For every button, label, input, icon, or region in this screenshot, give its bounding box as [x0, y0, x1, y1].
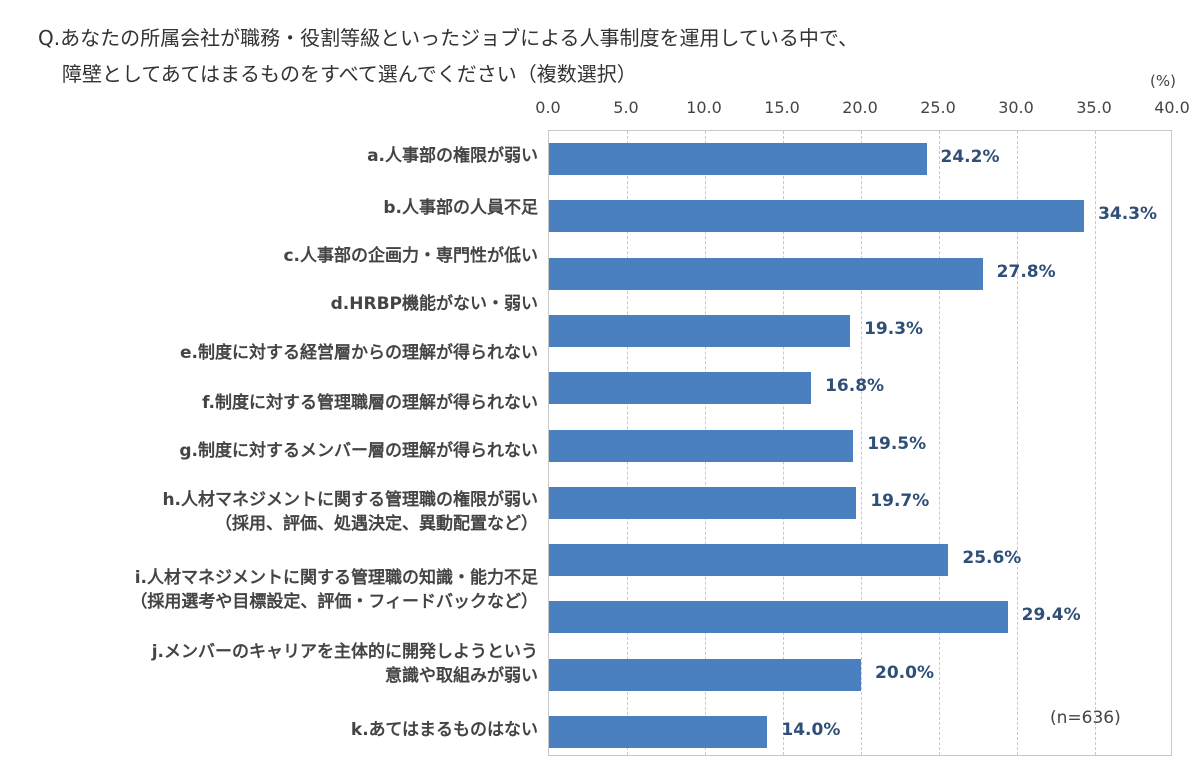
category-label-line1: c.人事部の企画力・専門性が低い: [283, 246, 538, 266]
bar: [549, 544, 949, 577]
gridline: [1017, 131, 1018, 755]
bar: [549, 486, 857, 519]
x-tick-label: 5.0: [613, 98, 639, 117]
gridline: [861, 131, 862, 755]
bar: [549, 372, 812, 405]
bar: [549, 716, 768, 748]
bar-value-label: 19.7%: [870, 490, 930, 511]
gridline: [1095, 131, 1096, 755]
bar-value-label: 16.8%: [825, 376, 885, 397]
category-label: d.HRBP機能がない・弱い: [331, 292, 538, 316]
x-tick-label: 10.0: [686, 98, 722, 117]
category-label-line1: e.制度に対する経営層からの理解が得られない: [180, 343, 538, 363]
category-label-line1: g.制度に対するメンバー層の理解が得られない: [179, 441, 538, 461]
category-label-line1: a.人事部の権限が弱い: [367, 146, 538, 166]
category-label-line2: 意識や取組みが弱い: [385, 666, 538, 686]
category-label: c.人事部の企画力・専門性が低い: [283, 244, 538, 268]
plot-area: 24.2% 34.3% 27.8% 19.3% 16.8% 19.5% 19.7% 25.6%…: [548, 130, 1172, 756]
bar: [549, 601, 1008, 634]
sample-size-note: (n=636): [1050, 708, 1121, 728]
category-label-line2: （採用、評価、処遇決定、異動配置など）: [215, 514, 538, 534]
bar-value-label: 19.3%: [864, 318, 924, 339]
bar-value-label: 20.0%: [875, 662, 934, 683]
category-label: j.メンバーのキャリアを主体的に開発しようという意識や取組みが弱い: [152, 640, 538, 688]
category-label-line1: j.メンバーのキャリアを主体的に開発しようという: [151, 642, 538, 662]
category-label: a.人事部の権限が弱い: [367, 144, 538, 168]
category-label: h.人材マネジメントに関する管理職の権限が弱い （採用、評価、処遇決定、異動配置な…: [162, 488, 538, 536]
gridline: [939, 131, 940, 755]
bar-value-label: 14.0%: [781, 720, 841, 740]
x-tick-label: 30.0: [998, 98, 1034, 117]
x-tick-label: 35.0: [1076, 98, 1112, 117]
category-label-line1: k.あてはまるものはない: [350, 720, 538, 740]
bar: [549, 314, 851, 347]
category-label: k.あてはまるものはない: [351, 718, 538, 742]
category-label-line1: f.制度に対する管理職層の理解が得られない: [202, 393, 538, 413]
category-label: b.人事部の人員不足: [383, 196, 538, 220]
bar-value-label: 19.5%: [867, 433, 927, 454]
x-tick-label: 0.0: [535, 98, 561, 117]
category-label-line1: d.HRBP機能がない・弱い: [330, 294, 538, 314]
bar: [549, 200, 1085, 233]
category-label: f.制度に対する管理職層の理解が得られない: [202, 391, 538, 415]
bar-value-label: 24.2%: [940, 147, 1000, 167]
category-label: e.制度に対する経営層からの理解が得られない: [180, 341, 538, 365]
unit-label: (%): [1150, 72, 1176, 90]
bar-value-label: 29.4%: [1021, 605, 1081, 626]
bar-value-label: 25.6%: [962, 548, 1022, 569]
category-label-line1: b.人事部の人員不足: [383, 198, 538, 218]
category-label: i.人材マネジメントに関する管理職の知識・能力不足 （採用選考や目標設定、評価・フ…: [130, 566, 538, 614]
category-label-line1: i.人材マネジメントに関する管理職の知識・能力不足: [134, 568, 538, 588]
x-tick-label: 25.0: [920, 98, 956, 117]
bar-value-label: 27.8%: [996, 261, 1056, 282]
category-label-line2: （採用選考や目標設定、評価・フィードバックなど）: [130, 592, 538, 612]
bar: [549, 429, 854, 462]
bar-value-label: 34.3%: [1098, 204, 1158, 225]
category-label-line1: h.人材マネジメントに関する管理職の権限が弱い: [162, 490, 538, 510]
x-tick-label: 15.0: [764, 98, 800, 117]
category-label: g.制度に対するメンバー層の理解が得られない: [179, 439, 538, 463]
bar: [549, 257, 983, 290]
x-tick-label: 40.0: [1154, 98, 1190, 117]
question-line-2: 障壁としてあてはまるものをすべて選んでください（複数選択）: [62, 62, 637, 86]
question-line-1: Q.あなたの所属会社が職務・役割等級といったジョブによる人事制度を運用している中…: [38, 26, 859, 50]
bar: [549, 143, 927, 175]
x-tick-label: 20.0: [842, 98, 878, 117]
bar: [549, 658, 861, 691]
